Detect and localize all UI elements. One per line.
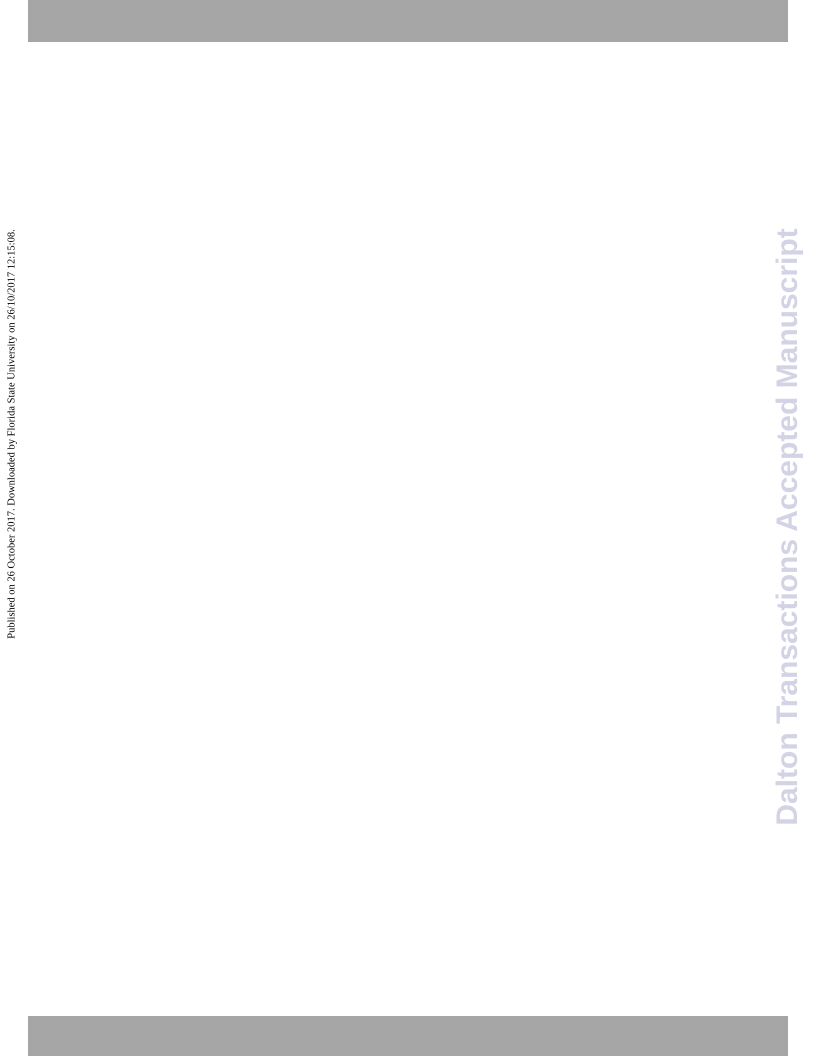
footer-bar [28,1016,788,1056]
header-bar [28,0,788,42]
side-note: Published on 26 October 2017. Downloaded… [6,229,18,639]
watermark: Dalton Transactions Accepted Manuscript [771,228,804,826]
